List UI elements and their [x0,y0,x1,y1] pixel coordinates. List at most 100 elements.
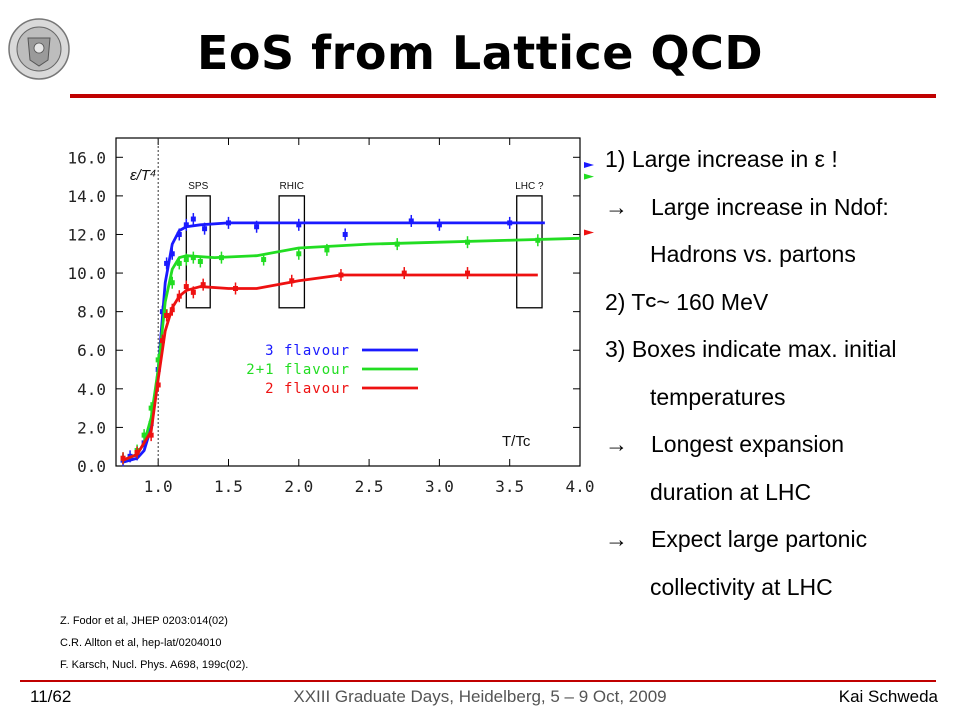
data-point [197,258,203,264]
data-point [296,251,302,257]
y-axis-label: ε/T⁴ [130,167,156,184]
page-number: 11/62 [30,687,72,706]
box-label: SPS [188,181,208,192]
bullet-10: collectivity at LHC [650,573,833,600]
bullet-1: 1) Large increase in ε ! [605,146,838,172]
data-point [169,251,175,257]
data-point [225,220,231,226]
data-point [233,285,239,291]
data-point [289,278,295,284]
x-tick-label: 1.5 [214,477,243,496]
x-tick-label: 2.5 [355,477,384,496]
y-tick-label: 6.0 [77,341,106,360]
bullet-9: → Expect large partonic [605,516,955,564]
y-tick-label: 12.0 [67,225,106,244]
data-point [296,222,302,228]
data-point [164,313,170,319]
reference-3: F. Karsch, Nucl. Phys. A698, 199c(02). [60,659,249,671]
data-point [176,260,182,266]
data-point [507,220,513,226]
arrow-icon: → [605,193,628,220]
y-tick-label: 0.0 [77,457,106,476]
data-point [408,218,414,224]
conference-label: XXIII Graduate Days, Heidelberg, 5 – 9 O… [293,687,667,706]
y-tick-label: 16.0 [67,148,106,167]
data-point [155,382,161,388]
data-point [159,338,165,344]
data-point [401,270,407,276]
data-point [183,284,189,290]
arrow-icon: → [605,526,628,552]
bullet-7: → Longest expansion [605,421,955,469]
reference-2: C.R. Allton et al, hep-lat/0204010 [60,637,222,649]
x-tick-label: 1.0 [144,477,173,496]
data-point [155,357,161,363]
data-point [141,432,147,438]
references: Z. Fodor et al, JHEP 0203:014(02) C.R. A… [60,610,248,676]
data-point [338,272,344,278]
data-point [162,309,168,315]
bullet-6: temperatures [650,383,786,410]
title-underline [70,94,936,98]
data-point [159,309,165,315]
data-point [148,432,154,438]
bullet-8: duration at LHC [650,478,812,505]
data-point [324,247,330,253]
data-point [342,231,348,237]
data-point [465,239,471,245]
x-axis-label: T/Tc [502,433,531,450]
data-point [176,231,182,237]
data-point [436,222,442,228]
y-tick-label: 4.0 [77,380,106,399]
energy-box [516,195,543,309]
legend-label: 3 flavour [265,343,350,359]
reference-1: Z. Fodor et al, JHEP 0203:014(02) [60,615,228,627]
right-marker [584,162,594,169]
box-label: RHIC [280,181,304,192]
data-point [190,216,196,222]
data-point [183,222,189,228]
data-point [218,255,224,261]
data-point [169,280,175,286]
data-point [134,449,140,455]
data-point [261,257,267,263]
right-marker [584,173,594,180]
arrow-icon: → [605,431,628,457]
plot-frame [115,137,581,467]
x-tick-label: 3.0 [425,477,454,496]
legend-label: 2 flavour [265,381,350,397]
bullet-5: 3) Boxes indicate max. initial [605,336,897,362]
data-point [200,282,206,288]
data-point [535,237,541,243]
series-line [122,236,581,462]
energy-box [185,195,211,309]
x-tick-label: 3.5 [495,477,524,496]
data-point [254,224,260,230]
data-point [183,257,189,263]
legend-label: 2+1 flavour [246,362,350,378]
data-point [176,293,182,299]
y-tick-label: 2.0 [77,418,106,437]
y-tick-label: 10.0 [67,264,106,283]
series-line [122,273,538,462]
data-point [164,260,170,266]
bullet-3: Hadrons vs. partons [650,241,856,267]
data-point [202,226,208,232]
author-label: Kai Schweda [838,687,938,706]
footer-rule [20,680,936,682]
box-label: LHC ? [515,181,544,192]
y-tick-label: 14.0 [67,187,106,206]
data-point [465,270,471,276]
bullet-2: → Large increase in Ndof: [605,184,955,232]
data-point [190,255,196,261]
x-tick-label: 2.0 [284,477,313,496]
university-seal-logo [8,18,70,80]
right-marker [584,229,594,236]
data-point [190,289,196,295]
slide-title: EoS from Lattice QCD [196,26,764,80]
data-point [148,405,154,411]
y-tick-label: 8.0 [77,303,106,322]
data-point [394,241,400,247]
eos-chart: 0.0 2.0 4.0 6.0 8.0 10.0 12.0 14.0 16.0 1.0 1.5 2.0… [67,137,594,496]
